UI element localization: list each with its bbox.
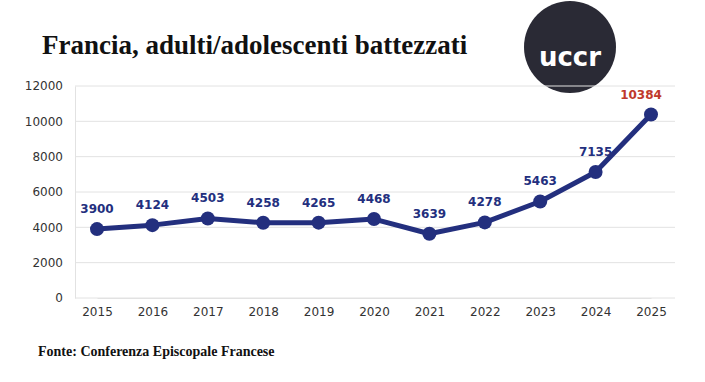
grid-line <box>75 298 675 299</box>
grid <box>75 86 675 298</box>
x-tick-label: 2023 <box>525 305 556 319</box>
x-tick: 2015 <box>82 298 113 319</box>
x-tick-label: 2015 <box>82 305 113 319</box>
x-tick-label: 2017 <box>193 305 224 319</box>
x-tick: 2017 <box>193 298 224 319</box>
source: Fonte: Conferenza Episcopale Francese <box>38 344 275 359</box>
data-label: 3900 <box>80 202 113 216</box>
logo: uccr <box>524 1 616 93</box>
marker <box>312 216 326 230</box>
marker <box>644 108 658 122</box>
x-tick: 2021 <box>415 298 446 319</box>
data-labels: 3900 4124 4503 4258 4265 4468 3639 4278 5463 7135… <box>80 88 662 221</box>
x-tick: 2022 <box>470 298 501 319</box>
x-tick: 2024 <box>581 298 612 319</box>
marker <box>145 218 159 232</box>
y-tick-label: 12000 <box>25 79 63 93</box>
marker <box>90 222 104 236</box>
y-tick: 8000 <box>32 150 75 164</box>
grid-line <box>75 86 675 87</box>
y-tick-label: 10000 <box>25 115 63 129</box>
y-axis-line <box>75 87 76 299</box>
x-tick: 2016 <box>138 298 169 319</box>
y-tick-label: 4000 <box>32 221 63 235</box>
data-label: 4468 <box>357 192 390 206</box>
x-tick: 2020 <box>359 298 390 319</box>
x-tick: 2019 <box>304 298 335 319</box>
line <box>97 115 651 234</box>
y-tick: 6000 <box>32 185 75 199</box>
chart: Francia, adulti/adolescenti battezzati uc… <box>0 0 705 382</box>
logo-text: uccr <box>539 42 601 72</box>
y-tick: 2000 <box>32 256 75 270</box>
y-tick: 12000 <box>25 79 75 93</box>
grid-line <box>75 121 675 122</box>
x-tick-label: 2016 <box>138 305 169 319</box>
x-tick: 2023 <box>525 298 556 319</box>
y-tick-label: 6000 <box>32 185 63 199</box>
marker <box>201 211 215 225</box>
y-tick: 4000 <box>32 221 75 235</box>
data-label: 5463 <box>523 174 556 188</box>
x-tick-label: 2021 <box>415 305 446 319</box>
data-label: 4278 <box>468 195 501 209</box>
data-label: 4124 <box>136 198 169 212</box>
data-label: 4258 <box>246 196 279 210</box>
x-tick-label: 2018 <box>248 305 279 319</box>
marker <box>589 165 603 179</box>
x-tick-label: 2020 <box>359 305 390 319</box>
grid-line <box>75 262 675 263</box>
x-tick-label: 2022 <box>470 305 501 319</box>
marker <box>367 212 381 226</box>
y-tick-label: 8000 <box>32 150 63 164</box>
x-tick-label: 2019 <box>304 305 335 319</box>
logo-circle <box>524 1 616 93</box>
y-axis: 0 2000 4000 6000 8000 10000 12000 <box>25 79 76 305</box>
title: Francia, adulti/adolescenti battezzati <box>42 30 468 60</box>
x-tick-label: 2025 <box>636 305 667 319</box>
data-label: 7135 <box>579 145 612 159</box>
x-tick: 2025 <box>636 298 667 319</box>
y-tick-label: 2000 <box>32 256 63 270</box>
marker <box>422 227 436 241</box>
x-tick: 2018 <box>248 298 279 319</box>
marker <box>533 194 547 208</box>
data-label: 3639 <box>413 207 446 221</box>
y-tick-label: 0 <box>55 291 63 305</box>
marker <box>256 216 270 230</box>
y-tick: 0 <box>55 291 75 305</box>
plot-area <box>90 108 658 241</box>
x-tick-label: 2024 <box>581 305 612 319</box>
x-axis-line <box>98 298 652 299</box>
x-axis: 2015 2016 2017 2018 2019 2020 2021 2022 2023 2024… <box>82 298 667 319</box>
data-label: 4503 <box>191 191 224 205</box>
y-tick: 10000 <box>25 115 75 129</box>
data-label: 4265 <box>302 196 335 210</box>
grid-line <box>75 227 675 228</box>
data-label: 10384 <box>620 88 662 102</box>
marker <box>478 215 492 229</box>
